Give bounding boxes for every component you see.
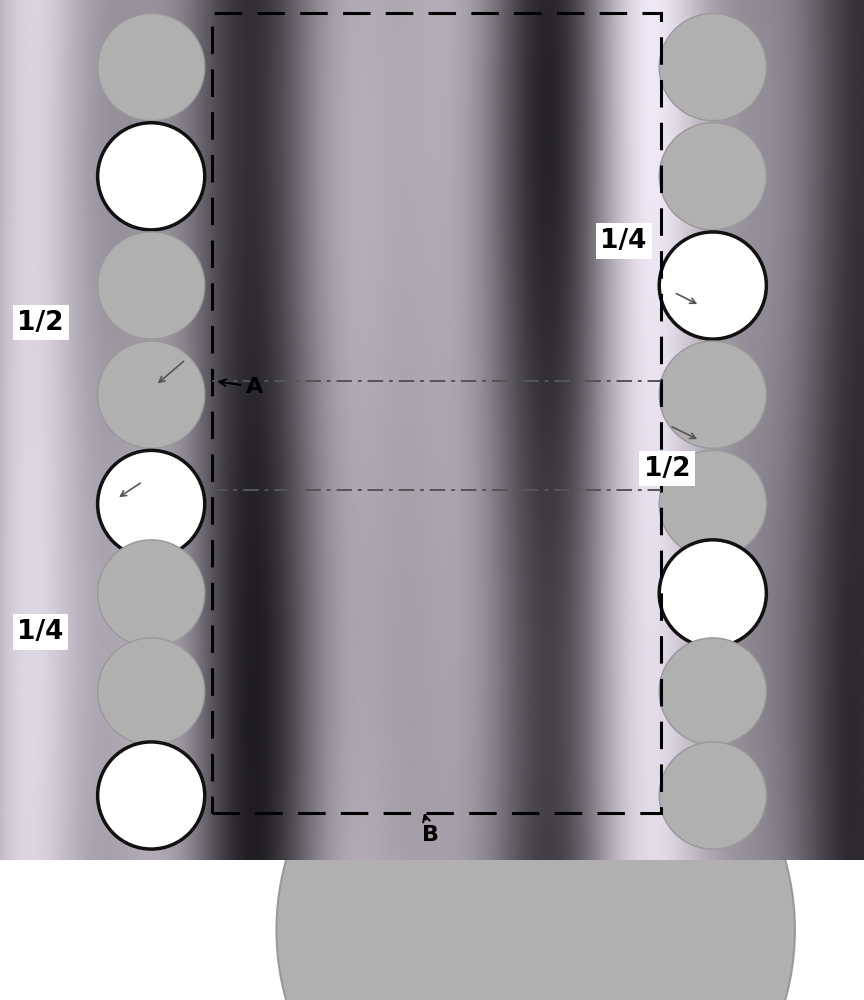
Ellipse shape	[659, 638, 766, 745]
Ellipse shape	[98, 450, 205, 558]
Text: 1/2: 1/2	[644, 456, 690, 482]
Ellipse shape	[659, 14, 766, 121]
Ellipse shape	[98, 638, 205, 745]
Text: 1/4: 1/4	[600, 228, 647, 254]
Ellipse shape	[0, 671, 380, 1000]
Text: PMOS: PMOS	[259, 916, 359, 944]
Ellipse shape	[98, 232, 205, 339]
Text: A: A	[219, 377, 264, 397]
Text: 1/4: 1/4	[17, 619, 64, 645]
Ellipse shape	[659, 232, 766, 339]
Ellipse shape	[98, 341, 205, 448]
Text: B: B	[422, 815, 439, 845]
Bar	[212, 13, 661, 813]
Ellipse shape	[98, 742, 205, 849]
Text: 1/2: 1/2	[17, 310, 64, 336]
Text: NMOS: NMOS	[674, 916, 778, 944]
Ellipse shape	[659, 742, 766, 849]
Ellipse shape	[98, 123, 205, 230]
Ellipse shape	[659, 341, 766, 448]
Ellipse shape	[98, 14, 205, 121]
Ellipse shape	[659, 123, 766, 230]
Ellipse shape	[276, 671, 795, 1000]
Ellipse shape	[659, 450, 766, 558]
Ellipse shape	[659, 540, 766, 647]
Ellipse shape	[98, 540, 205, 647]
